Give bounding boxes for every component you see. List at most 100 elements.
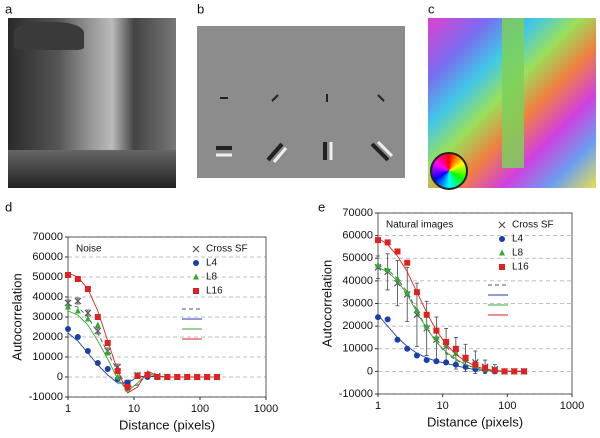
panel-label: b (197, 1, 204, 16)
marker (104, 340, 111, 346)
marker (394, 248, 401, 255)
marker (433, 358, 440, 365)
marker (65, 272, 71, 278)
annotation: Noise (76, 244, 102, 255)
marker (134, 373, 141, 379)
marker (194, 374, 201, 380)
y-tick-label: 10000 (32, 351, 63, 363)
x-tick-label: 10 (437, 400, 449, 412)
y-axis-label: Autocorrelation (319, 260, 334, 347)
marker (384, 239, 391, 246)
marker (443, 359, 450, 366)
legend-label: L4 (512, 234, 524, 245)
gabor-panel (197, 26, 405, 178)
y-tick-label: 30000 (32, 311, 63, 323)
y-tick-label: 50000 (32, 271, 63, 283)
marker (64, 299, 72, 307)
marker (84, 286, 91, 292)
marker (94, 314, 101, 320)
marker (114, 373, 121, 380)
marker (443, 338, 450, 345)
marker (404, 259, 411, 266)
marker (84, 348, 91, 354)
marker (404, 288, 411, 295)
marker (94, 321, 101, 328)
marker (174, 374, 181, 380)
legend-label: L8 (512, 248, 524, 259)
marker (462, 354, 469, 361)
legend-label: Cross SF (206, 244, 248, 255)
marker (423, 322, 430, 329)
marker (104, 349, 111, 356)
y-tick-label: 10000 (342, 343, 373, 355)
fit-curve (67, 272, 218, 394)
y-tick-label: 30000 (342, 297, 373, 309)
y-tick-label: 0 (367, 365, 373, 377)
fit-curve (377, 314, 524, 372)
plot-frame (377, 212, 573, 395)
legend-label: Cross SF (512, 220, 554, 231)
marker (114, 368, 121, 374)
marker (394, 336, 401, 343)
marker (375, 314, 381, 321)
marker (423, 357, 430, 364)
marker (164, 374, 171, 380)
marker (375, 237, 381, 244)
marker (511, 368, 518, 375)
marker (214, 374, 221, 380)
photo-lamp (14, 22, 84, 50)
y-tick-label: -10000 (339, 388, 373, 400)
marker (154, 374, 161, 380)
marker (375, 261, 381, 268)
x-axis-label: Distance (pixels) (119, 417, 215, 432)
legend-marker (499, 264, 505, 270)
annotation: Natural images (386, 220, 453, 231)
legend-marker (192, 245, 200, 253)
x-tick-label: 100 (498, 400, 516, 412)
legend-marker (499, 249, 505, 256)
legend-marker (193, 288, 199, 294)
marker (501, 368, 508, 375)
legend-label: L4 (206, 258, 218, 269)
marker (404, 345, 411, 352)
marker (144, 372, 151, 378)
marker (204, 374, 211, 380)
marker (413, 289, 420, 296)
y-tick-label: 70000 (32, 231, 63, 243)
y-tick-label: 40000 (32, 291, 63, 303)
y-tick-label: 0 (57, 371, 63, 383)
marker (452, 361, 459, 368)
marker (394, 275, 401, 282)
marker (394, 279, 401, 287)
marker (184, 374, 191, 380)
plot-frame (67, 236, 267, 398)
marker (74, 307, 81, 314)
legend-label: L16 (512, 262, 529, 273)
legend-marker (498, 221, 506, 229)
y-tick-label: 20000 (32, 331, 63, 343)
marker (84, 309, 92, 317)
marker (491, 367, 498, 374)
panel-label: c (428, 1, 435, 16)
marker (482, 364, 489, 371)
marker (74, 276, 81, 282)
x-tick-label: 1 (65, 403, 71, 415)
x-axis-label: Distance (pixels) (427, 414, 523, 429)
legend-label: L16 (206, 286, 223, 297)
y-tick-label: 60000 (342, 230, 373, 242)
marker (65, 303, 71, 310)
orientation-band (502, 18, 524, 168)
y-axis-label: Autocorrelation (9, 273, 24, 360)
gabors (216, 94, 394, 163)
x-tick-label: 1000 (254, 403, 278, 415)
panel-label: e (318, 199, 325, 214)
fit-curve (377, 237, 524, 372)
marker (104, 366, 111, 372)
color-wheel (430, 152, 468, 190)
marker (65, 326, 71, 332)
fit-curve (377, 266, 524, 372)
legend-marker (193, 273, 199, 280)
panel-label: a (5, 1, 13, 16)
